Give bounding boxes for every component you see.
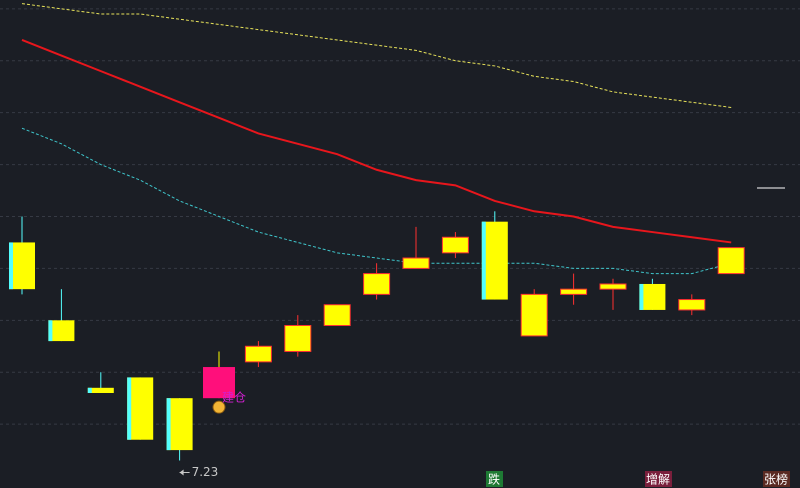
candle-body	[166, 398, 193, 451]
candle-body	[717, 247, 745, 275]
candle-body	[599, 283, 627, 290]
tag: 张榜	[764, 472, 788, 487]
buy-label: 建仓	[222, 391, 246, 405]
candle-body	[244, 345, 272, 363]
low-annotation: 7.23	[192, 465, 219, 479]
tag-bg	[486, 471, 503, 487]
candle-body	[363, 273, 391, 295]
moving-average-line	[21, 39, 732, 244]
candle-body	[520, 293, 548, 337]
candle-edge	[9, 242, 13, 290]
candle-body	[678, 299, 706, 311]
candle-edge	[166, 398, 171, 451]
tag-bg	[645, 471, 672, 487]
candle-edge	[481, 221, 486, 300]
candle-body	[284, 325, 312, 352]
tag: 增解	[646, 473, 670, 487]
candle-body	[48, 320, 75, 342]
candle-edge	[639, 283, 644, 310]
buy-coin	[212, 400, 226, 414]
candle-body	[323, 304, 351, 327]
moving-average-line	[21, 3, 732, 108]
moving-average-line	[21, 127, 732, 275]
candle-edge	[48, 320, 53, 342]
candle-body	[441, 236, 469, 254]
candle-body	[9, 242, 35, 290]
candle-edge	[127, 377, 132, 440]
candle-body	[481, 221, 508, 300]
candle-body	[127, 377, 154, 440]
arrow-head	[179, 469, 184, 476]
tag-bg	[763, 471, 790, 487]
buy-candle	[203, 367, 235, 399]
candle-body	[87, 387, 114, 393]
tag: 跌	[488, 472, 500, 487]
candle-body	[560, 288, 588, 295]
candle-edge	[87, 387, 92, 393]
candle-body	[639, 283, 666, 310]
candle-body	[402, 257, 430, 269]
